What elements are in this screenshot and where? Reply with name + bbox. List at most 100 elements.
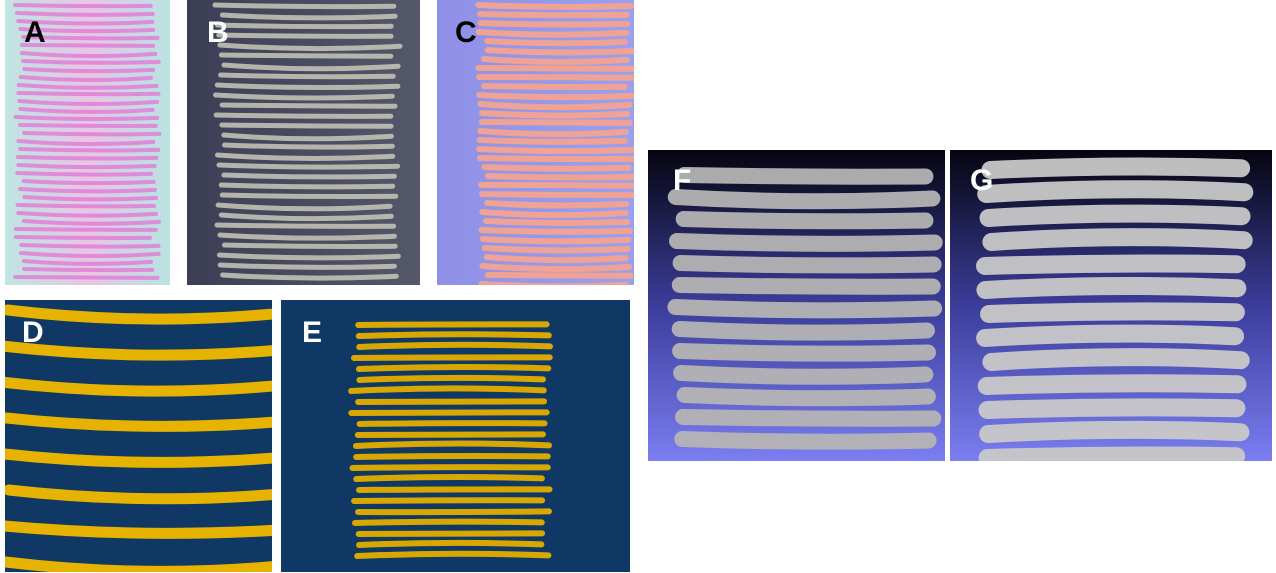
texture [479,191,634,199]
panel-label: D [22,316,44,349]
texture [667,189,941,210]
texture [978,398,1246,419]
texture [671,321,935,341]
texture [484,200,630,209]
texture [477,101,633,111]
texture [356,486,553,493]
texture [353,474,545,482]
texture [348,409,550,416]
texture [476,74,634,81]
texture [216,252,401,261]
texture [356,374,547,383]
texture [213,92,395,101]
texture [976,276,1247,299]
texture [213,112,394,119]
texture [18,107,155,114]
texture [13,227,158,232]
texture [977,180,1254,203]
texture [356,420,548,427]
texture [214,222,397,229]
texture [221,62,401,72]
texture [17,99,160,107]
texture [13,115,160,121]
texture [214,82,401,91]
texture [351,497,546,504]
texture [221,172,397,180]
texture [980,302,1245,323]
texture [475,65,634,72]
texture [22,195,159,202]
texture [21,179,156,186]
texture [475,29,630,38]
texture [478,182,634,189]
texture [16,19,155,26]
texture [215,202,393,212]
texture [18,187,157,194]
texture [5,448,272,468]
texture [5,304,272,325]
texture [479,209,629,219]
texture [479,263,633,273]
texture [355,530,546,537]
texture [212,2,397,10]
texture [13,3,162,280]
texture [217,232,397,241]
texture [219,192,399,200]
panel-label: C [455,16,477,49]
texture [477,11,630,19]
texture [672,255,942,274]
texture [16,163,157,170]
texture [21,259,154,266]
texture [218,72,396,80]
texture [476,137,628,145]
texture [5,556,272,572]
texture [352,518,545,526]
texture [982,348,1250,371]
panel-label: E [302,316,322,349]
texture [355,331,552,339]
texture [218,182,396,190]
texture [481,245,631,254]
texture [676,387,936,407]
texture [348,385,547,394]
texture [481,164,632,172]
texture [675,211,934,230]
texture [483,218,631,226]
texture [348,321,553,559]
texture [475,2,634,10]
texture [13,3,153,9]
texture [216,32,394,39]
texture [22,131,162,137]
texture [16,139,156,147]
texture [671,277,941,295]
texture [5,520,272,539]
texture [15,155,159,161]
texture [13,235,153,241]
texture [350,354,553,361]
panel-label: A [24,16,46,49]
texture [484,173,634,181]
texture [19,51,158,58]
texture [981,157,1251,179]
texture [477,128,629,138]
texture [21,59,161,65]
texture [356,341,553,350]
texture [476,92,634,101]
texture [217,42,403,52]
texture [481,83,628,90]
texture [20,43,156,48]
texture [219,122,394,129]
texture [355,398,548,405]
texture [667,167,943,450]
texture [18,147,161,153]
texture [19,243,161,249]
texture [353,453,551,460]
texture [979,204,1251,227]
texture [349,464,551,471]
texture [477,20,631,28]
texture [13,275,160,280]
texture [5,412,272,432]
texture [354,550,552,559]
texture [218,212,394,222]
